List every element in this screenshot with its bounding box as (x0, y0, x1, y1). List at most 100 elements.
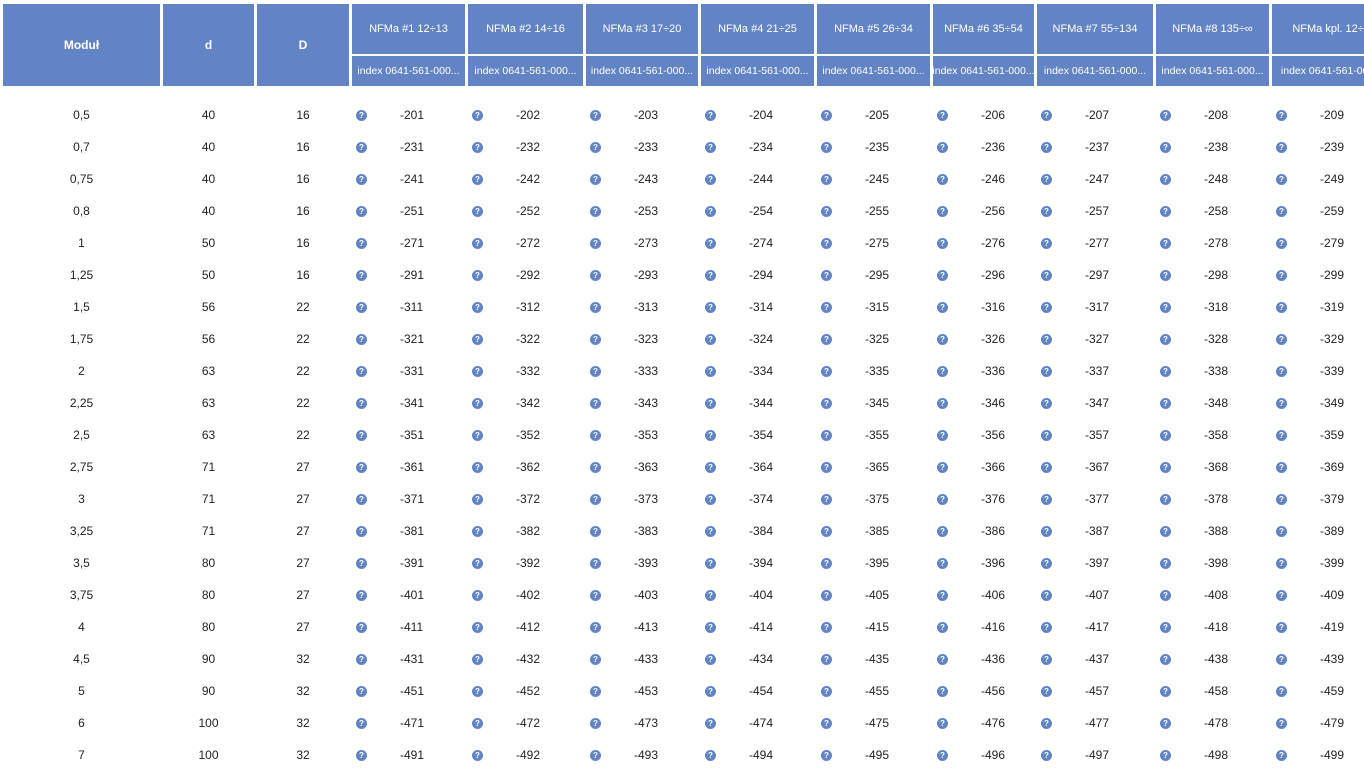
question-circle-icon[interactable]: ? (356, 621, 367, 633)
question-circle-icon[interactable]: ? (1276, 653, 1287, 665)
question-circle-icon[interactable]: ? (705, 109, 716, 121)
question-circle-icon[interactable]: ? (1041, 301, 1052, 313)
question-circle-icon[interactable]: ? (590, 621, 601, 633)
question-circle-icon[interactable]: ? (1041, 653, 1052, 665)
question-circle-icon[interactable]: ? (705, 557, 716, 569)
question-circle-icon[interactable]: ? (472, 621, 483, 633)
header-d[interactable]: D (257, 4, 349, 86)
question-circle-icon[interactable]: ? (356, 141, 367, 153)
question-circle-icon[interactable]: ? (472, 109, 483, 121)
question-circle-icon[interactable]: ? (1160, 749, 1171, 761)
question-circle-icon[interactable]: ? (821, 301, 832, 313)
question-circle-icon[interactable]: ? (1160, 493, 1171, 505)
question-circle-icon[interactable]: ? (590, 333, 601, 345)
question-circle-icon[interactable]: ? (1276, 685, 1287, 697)
question-circle-icon[interactable]: ? (472, 173, 483, 185)
question-circle-icon[interactable]: ? (705, 365, 716, 377)
question-circle-icon[interactable]: ? (1041, 205, 1052, 217)
question-circle-icon[interactable]: ? (937, 493, 948, 505)
question-circle-icon[interactable]: ? (472, 717, 483, 729)
question-circle-icon[interactable]: ? (705, 653, 716, 665)
question-circle-icon[interactable]: ? (821, 589, 832, 601)
question-circle-icon[interactable]: ? (1160, 205, 1171, 217)
question-circle-icon[interactable]: ? (705, 429, 716, 441)
header-group-title[interactable]: NFMa #6 35÷54 (933, 4, 1034, 54)
question-circle-icon[interactable]: ? (356, 461, 367, 473)
question-circle-icon[interactable]: ? (472, 237, 483, 249)
question-circle-icon[interactable]: ? (590, 173, 601, 185)
question-circle-icon[interactable]: ? (705, 493, 716, 505)
header-group-index[interactable]: index 0641-561-000... (586, 56, 698, 86)
question-circle-icon[interactable]: ? (705, 717, 716, 729)
header-group-title[interactable]: NFMa #5 26÷34 (817, 4, 930, 54)
question-circle-icon[interactable]: ? (590, 109, 601, 121)
question-circle-icon[interactable]: ? (821, 333, 832, 345)
question-circle-icon[interactable]: ? (821, 173, 832, 185)
question-circle-icon[interactable]: ? (356, 429, 367, 441)
question-circle-icon[interactable]: ? (937, 589, 948, 601)
question-circle-icon[interactable]: ? (590, 685, 601, 697)
question-circle-icon[interactable]: ? (472, 429, 483, 441)
question-circle-icon[interactable]: ? (1041, 109, 1052, 121)
question-circle-icon[interactable]: ? (1041, 557, 1052, 569)
question-circle-icon[interactable]: ? (356, 749, 367, 761)
question-circle-icon[interactable]: ? (472, 205, 483, 217)
question-circle-icon[interactable]: ? (705, 237, 716, 249)
header-group-index[interactable]: index 0641-561-000... (701, 56, 814, 86)
question-circle-icon[interactable]: ? (1160, 557, 1171, 569)
question-circle-icon[interactable]: ? (590, 141, 601, 153)
question-circle-icon[interactable]: ? (590, 269, 601, 281)
question-circle-icon[interactable]: ? (590, 461, 601, 473)
question-circle-icon[interactable]: ? (472, 493, 483, 505)
question-circle-icon[interactable]: ? (590, 205, 601, 217)
question-circle-icon[interactable]: ? (1276, 717, 1287, 729)
question-circle-icon[interactable]: ? (705, 525, 716, 537)
question-circle-icon[interactable]: ? (590, 429, 601, 441)
question-circle-icon[interactable]: ? (472, 525, 483, 537)
question-circle-icon[interactable]: ? (821, 429, 832, 441)
question-circle-icon[interactable]: ? (1276, 237, 1287, 249)
question-circle-icon[interactable]: ? (1041, 397, 1052, 409)
question-circle-icon[interactable]: ? (1160, 525, 1171, 537)
question-circle-icon[interactable]: ? (472, 269, 483, 281)
question-circle-icon[interactable]: ? (937, 525, 948, 537)
question-circle-icon[interactable]: ? (590, 525, 601, 537)
question-circle-icon[interactable]: ? (1160, 237, 1171, 249)
question-circle-icon[interactable]: ? (356, 397, 367, 409)
question-circle-icon[interactable]: ? (356, 301, 367, 313)
question-circle-icon[interactable]: ? (356, 173, 367, 185)
question-circle-icon[interactable]: ? (356, 589, 367, 601)
question-circle-icon[interactable]: ? (705, 621, 716, 633)
question-circle-icon[interactable]: ? (937, 269, 948, 281)
question-circle-icon[interactable]: ? (356, 525, 367, 537)
header-group-index[interactable]: index 0641-561-000... (1037, 56, 1153, 86)
question-circle-icon[interactable]: ? (356, 653, 367, 665)
question-circle-icon[interactable]: ? (590, 557, 601, 569)
header-group-index[interactable]: index 0641-561-000... (933, 56, 1034, 86)
question-circle-icon[interactable]: ? (472, 653, 483, 665)
question-circle-icon[interactable]: ? (356, 557, 367, 569)
question-circle-icon[interactable]: ? (472, 365, 483, 377)
question-circle-icon[interactable]: ? (1276, 493, 1287, 505)
question-circle-icon[interactable]: ? (937, 141, 948, 153)
question-circle-icon[interactable]: ? (1276, 301, 1287, 313)
question-circle-icon[interactable]: ? (937, 461, 948, 473)
question-circle-icon[interactable]: ? (472, 397, 483, 409)
question-circle-icon[interactable]: ? (821, 685, 832, 697)
header-group-index[interactable]: index 0641-561-000... (352, 56, 465, 86)
header-group-title[interactable]: NFMa #1 12÷13 (352, 4, 465, 54)
header-group-index[interactable]: index 0641-561-000... (817, 56, 930, 86)
question-circle-icon[interactable]: ? (1041, 429, 1052, 441)
question-circle-icon[interactable]: ? (1160, 173, 1171, 185)
question-circle-icon[interactable]: ? (356, 109, 367, 121)
question-circle-icon[interactable]: ? (1160, 333, 1171, 345)
header-group-title[interactable]: NFMa #8 135÷∞ (1156, 4, 1269, 54)
question-circle-icon[interactable]: ? (705, 205, 716, 217)
question-circle-icon[interactable]: ? (705, 141, 716, 153)
header-d[interactable]: d (163, 4, 254, 86)
header-group-title[interactable]: NFMa #3 17÷20 (586, 4, 698, 54)
question-circle-icon[interactable]: ? (1160, 685, 1171, 697)
question-circle-icon[interactable]: ? (1276, 173, 1287, 185)
question-circle-icon[interactable]: ? (1160, 461, 1171, 473)
question-circle-icon[interactable]: ? (472, 749, 483, 761)
